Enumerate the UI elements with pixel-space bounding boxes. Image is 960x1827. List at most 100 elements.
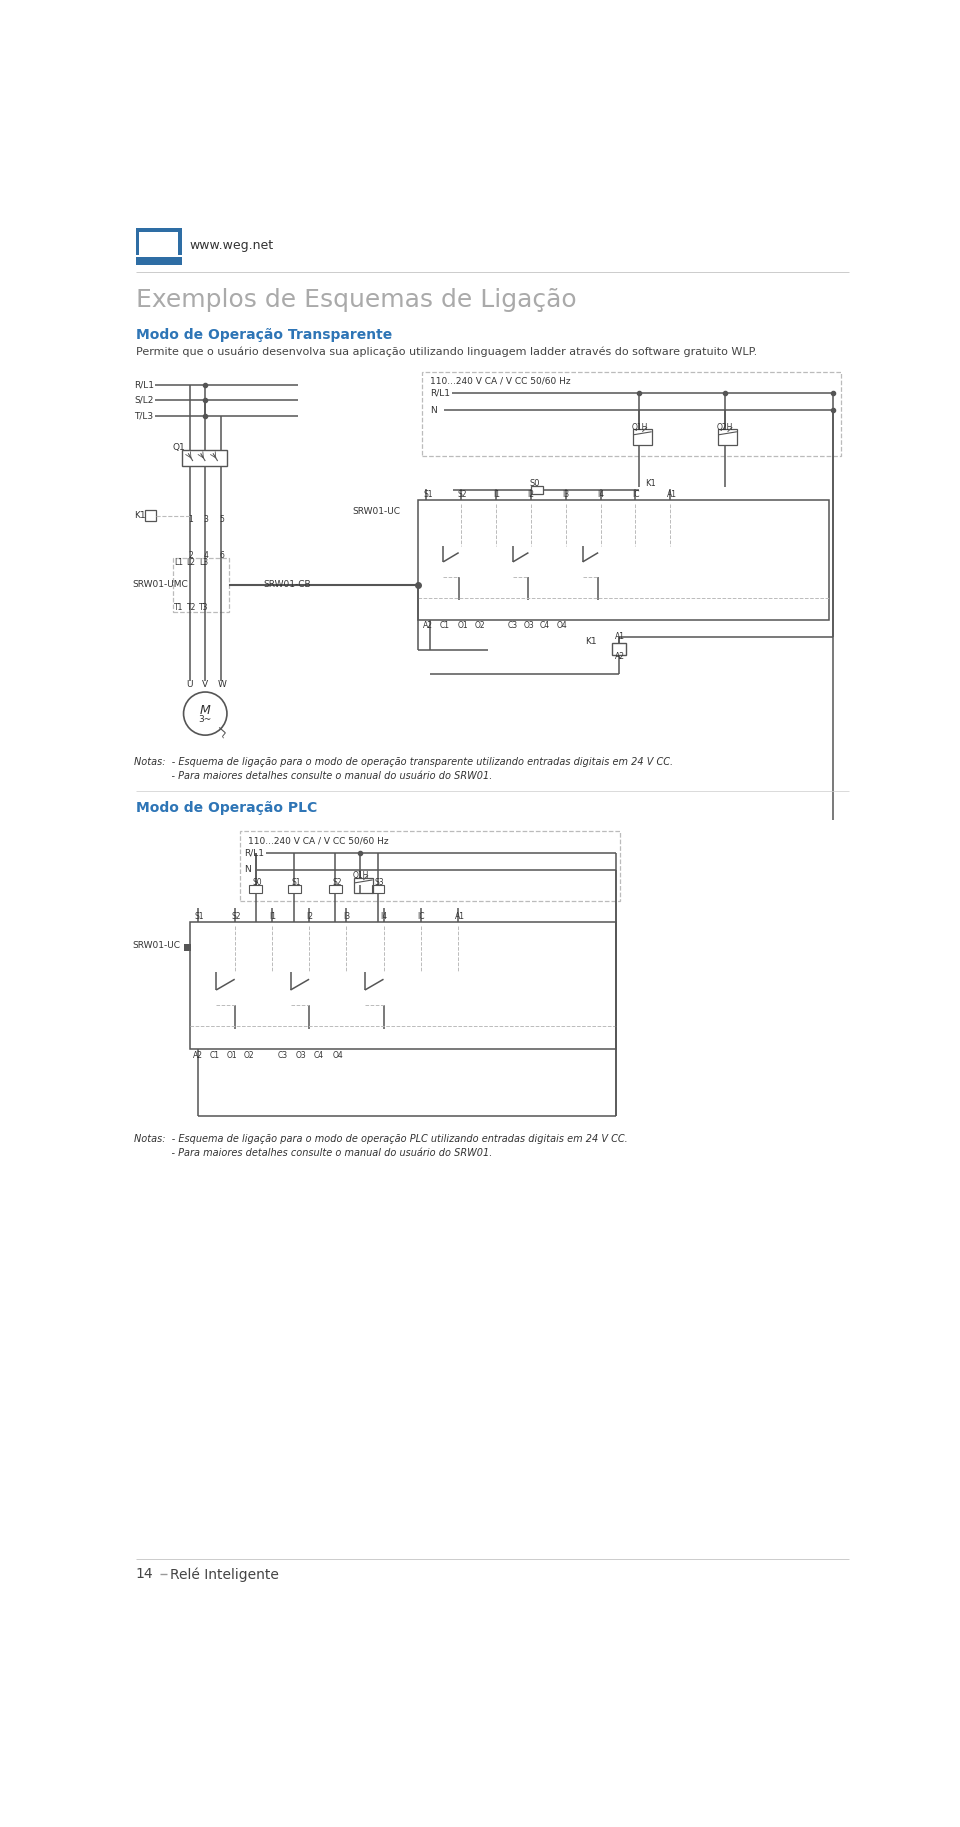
Text: R/L1: R/L1 — [134, 380, 154, 389]
Text: C4: C4 — [540, 621, 550, 630]
Text: T/L3: T/L3 — [134, 411, 153, 420]
Text: 3: 3 — [204, 515, 208, 524]
Text: R/L1: R/L1 — [244, 848, 264, 857]
Text: L3: L3 — [199, 559, 208, 566]
Text: L1: L1 — [175, 559, 183, 566]
Bar — [354, 877, 372, 893]
Text: 1: 1 — [188, 515, 193, 524]
Text: 2: 2 — [188, 552, 193, 561]
Bar — [419, 501, 829, 619]
Text: C4: C4 — [314, 1051, 324, 1060]
Text: O1: O1 — [458, 621, 468, 630]
Circle shape — [183, 692, 227, 734]
Text: T2: T2 — [186, 603, 196, 612]
Text: A2: A2 — [614, 652, 624, 661]
Text: Modo de Operação Transparente: Modo de Operação Transparente — [135, 327, 392, 342]
Text: 4: 4 — [204, 552, 208, 561]
Text: Q1: Q1 — [173, 442, 185, 451]
Text: K1: K1 — [134, 512, 146, 521]
Text: C1: C1 — [440, 621, 450, 630]
Text: www.weg.net: www.weg.net — [190, 239, 274, 252]
Text: O2: O2 — [475, 621, 486, 630]
Text: S3: S3 — [375, 877, 385, 886]
Text: 6: 6 — [219, 552, 224, 561]
Text: A2: A2 — [423, 621, 433, 630]
Text: SRW01-UMC: SRW01-UMC — [132, 581, 188, 590]
Text: A1: A1 — [667, 490, 677, 499]
Text: L2: L2 — [186, 559, 196, 566]
Bar — [139, 232, 179, 256]
Text: weg: weg — [141, 238, 177, 252]
Text: - Para maiores detalhes consulte o manual do usuário do SRW01.: - Para maiores detalhes consulte o manua… — [134, 1147, 492, 1158]
Text: SRW01-CB: SRW01-CB — [263, 581, 311, 590]
Bar — [288, 886, 300, 893]
Text: SRW01-UC: SRW01-UC — [352, 508, 400, 517]
Bar — [135, 228, 182, 265]
Text: S1: S1 — [194, 912, 204, 921]
Text: S2: S2 — [332, 877, 342, 886]
Text: - Para maiores detalhes consulte o manual do usuário do SRW01.: - Para maiores detalhes consulte o manua… — [134, 771, 492, 780]
Text: S/L2: S/L2 — [134, 396, 154, 406]
Text: Exemplos de Esquemas de Ligação: Exemplos de Esquemas de Ligação — [135, 289, 576, 312]
Text: M: M — [200, 703, 210, 716]
Text: Modo de Operação PLC: Modo de Operação PLC — [135, 802, 317, 815]
Text: S1: S1 — [291, 877, 300, 886]
Text: 110...240 V CA / V CC 50/60 Hz: 110...240 V CA / V CC 50/60 Hz — [248, 837, 389, 846]
Bar — [633, 429, 652, 444]
Text: O3: O3 — [295, 1051, 306, 1060]
Text: N: N — [244, 866, 251, 875]
Bar — [718, 429, 737, 444]
Text: O4: O4 — [332, 1051, 343, 1060]
Text: K1: K1 — [585, 636, 596, 645]
Bar — [145, 510, 156, 521]
Text: Q2H: Q2H — [717, 422, 733, 431]
Text: C1: C1 — [210, 1051, 220, 1060]
Bar — [329, 886, 342, 893]
Text: I4: I4 — [597, 490, 605, 499]
Text: 110...240 V CA / V CC 50/60 Hz: 110...240 V CA / V CC 50/60 Hz — [430, 376, 570, 385]
Text: Relé Inteligente: Relé Inteligente — [170, 1568, 279, 1582]
Text: Permite que o usuário desenvolva sua aplicação utilizando linguagem ladder atrav: Permite que o usuário desenvolva sua apl… — [135, 347, 756, 356]
Text: 5: 5 — [219, 515, 224, 524]
Text: I1: I1 — [492, 490, 500, 499]
Text: S1: S1 — [423, 490, 433, 499]
Text: V: V — [203, 680, 208, 689]
Bar — [240, 831, 620, 901]
Text: S2: S2 — [458, 490, 468, 499]
Bar — [531, 486, 543, 493]
Text: O4: O4 — [557, 621, 568, 630]
Text: I3: I3 — [563, 490, 569, 499]
Text: I1: I1 — [269, 912, 276, 921]
Text: A1: A1 — [455, 912, 465, 921]
Text: N: N — [430, 406, 437, 415]
Bar — [183, 945, 190, 950]
Text: IC: IC — [633, 490, 639, 499]
Text: T3: T3 — [199, 603, 208, 612]
Text: 14: 14 — [135, 1568, 154, 1582]
Text: Notas:  - Esquema de ligação para o modo de operação transparente utilizando ent: Notas: - Esquema de ligação para o modo … — [134, 756, 673, 767]
Text: S2: S2 — [231, 912, 241, 921]
Bar — [422, 371, 841, 457]
Text: A2: A2 — [193, 1051, 203, 1060]
Text: S0: S0 — [252, 877, 262, 886]
Text: Q1H: Q1H — [632, 422, 648, 431]
Text: R/L1: R/L1 — [430, 389, 450, 398]
Text: I2: I2 — [528, 490, 535, 499]
Bar — [190, 923, 616, 1049]
Text: A1: A1 — [614, 632, 624, 641]
Text: U: U — [186, 680, 193, 689]
Bar — [372, 886, 384, 893]
Text: S0: S0 — [529, 479, 540, 488]
Bar — [250, 886, 262, 893]
Text: Q1H: Q1H — [352, 871, 369, 881]
Text: O3: O3 — [524, 621, 535, 630]
Text: K1: K1 — [645, 479, 657, 488]
Text: I4: I4 — [380, 912, 388, 921]
Text: C3: C3 — [278, 1051, 288, 1060]
Bar — [612, 643, 626, 656]
Text: I2: I2 — [306, 912, 313, 921]
Text: IC: IC — [418, 912, 425, 921]
Text: T1: T1 — [175, 603, 183, 612]
Text: SRW01-UC: SRW01-UC — [132, 941, 180, 950]
Bar — [173, 557, 228, 612]
